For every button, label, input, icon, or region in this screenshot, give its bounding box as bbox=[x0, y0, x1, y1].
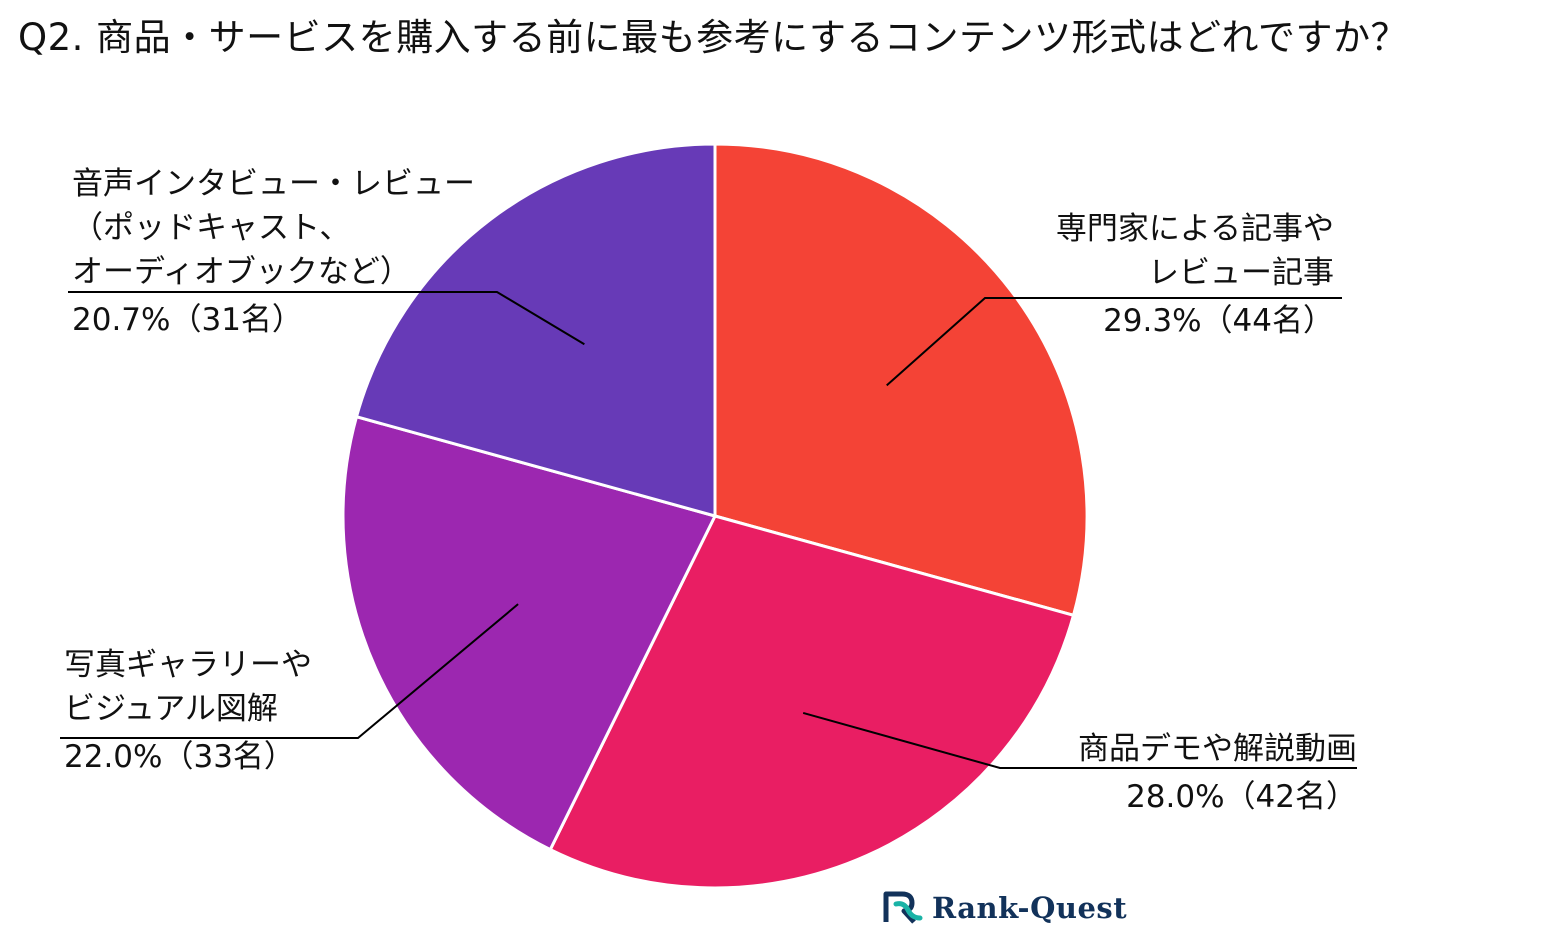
slice-label-product-videos: 商品デモや解説動画 28.0%（42名） bbox=[1078, 727, 1357, 819]
slice-label-audio-interviews: 音声インタビュー・レビュー （ポッドキャスト、 オーディオブックなど） 20.7… bbox=[72, 162, 475, 342]
slice-label-line: 音声インタビュー・レビュー bbox=[72, 166, 475, 202]
leader-line bbox=[68, 291, 585, 346]
slice-label-line: 写真ギャラリーや bbox=[64, 647, 312, 683]
slice-label-expert-articles: 専門家による記事や レビュー記事 29.3%（44名） bbox=[1056, 207, 1334, 343]
chart-title: Q2. 商品・サービスを購入する前に最も参考にするコンテンツ形式はどれですか？ bbox=[18, 16, 1408, 59]
slice-percent-label: 22.0%（33名） bbox=[64, 739, 295, 775]
slice-expert-articles bbox=[713, 142, 1089, 618]
leader-line bbox=[802, 711, 1357, 769]
slice-label-line: （ポッドキャスト、 bbox=[72, 210, 351, 246]
leader-line bbox=[886, 297, 1342, 387]
slice-label-line: ビジュアル図解 bbox=[64, 691, 278, 727]
slice-product-videos bbox=[548, 514, 1076, 890]
slice-label-line: オーディオブックなど） bbox=[72, 254, 411, 290]
slice-audio-interviews bbox=[354, 142, 717, 518]
slice-percent-label: 28.0%（42名） bbox=[1126, 779, 1357, 815]
slice-photo-gallery bbox=[341, 414, 718, 852]
slice-percent-label: 20.7%（31名） bbox=[72, 302, 303, 338]
logo-text: Rank-Quest bbox=[932, 891, 1128, 925]
slice-label-photo-gallery: 写真ギャラリーや ビジュアル図解 22.0%（33名） bbox=[64, 643, 312, 779]
rank-quest-logo-icon bbox=[883, 891, 923, 924]
rank-quest-logo: Rank-Quest bbox=[882, 890, 1127, 926]
slice-label-line: レビュー記事 bbox=[1148, 255, 1334, 291]
slice-label-line: 専門家による記事や bbox=[1055, 211, 1334, 247]
slice-percent-label: 29.3%（44名） bbox=[1103, 303, 1334, 339]
leader-line bbox=[60, 603, 519, 739]
slice-label-line: 商品デモや解説動画 bbox=[1078, 731, 1357, 767]
